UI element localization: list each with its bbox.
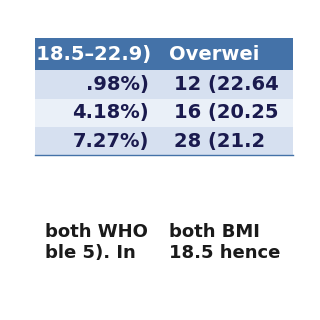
Text: 16 (20.25: 16 (20.25 xyxy=(174,103,278,123)
Text: nal (18.5–22.9): nal (18.5–22.9) xyxy=(0,45,152,64)
Text: both WHO
ble 5). In: both WHO ble 5). In xyxy=(45,223,148,262)
Text: 28 (21.2: 28 (21.2 xyxy=(174,132,265,151)
Text: both BMI
18.5 hence: both BMI 18.5 hence xyxy=(169,223,280,262)
Bar xyxy=(35,99,293,127)
Text: Overwei: Overwei xyxy=(169,45,259,64)
Text: 12 (22.64: 12 (22.64 xyxy=(174,75,279,94)
Bar xyxy=(35,70,293,99)
Text: 4.18%): 4.18%) xyxy=(73,103,149,123)
Text: .98%): .98%) xyxy=(86,75,149,94)
Bar xyxy=(35,38,293,70)
Text: 7.27%): 7.27%) xyxy=(73,132,149,151)
Bar xyxy=(35,127,293,156)
